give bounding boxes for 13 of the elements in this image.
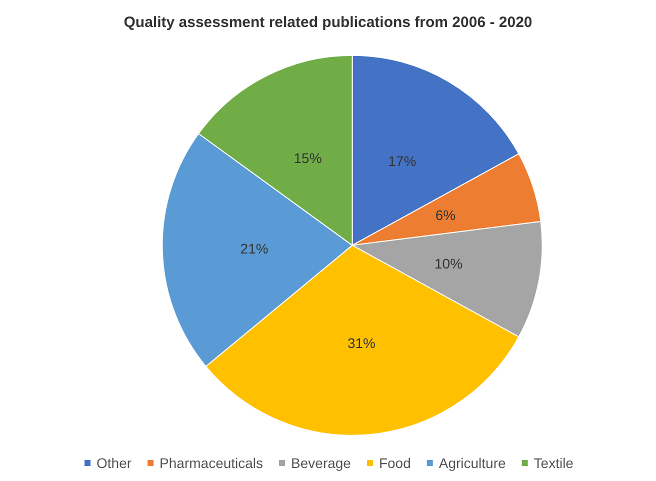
data-label: 17% [388, 152, 416, 169]
data-label: 10% [434, 256, 463, 272]
data-label: 21% [240, 240, 268, 256]
chart-title: Quality assessment related publications from 2006 - 2020 [124, 14, 532, 31]
legend-label: Food [378, 455, 411, 471]
legend-label: Agriculture [438, 455, 506, 471]
legend-label: Beverage [291, 455, 352, 471]
legend-label: Textile [534, 455, 574, 471]
data-label: 6% [435, 207, 456, 224]
legend-label: Other [96, 455, 132, 471]
data-label: 31% [347, 334, 376, 351]
data-label: 15% [294, 150, 322, 166]
legend-label: Pharmaceuticals [160, 455, 264, 471]
